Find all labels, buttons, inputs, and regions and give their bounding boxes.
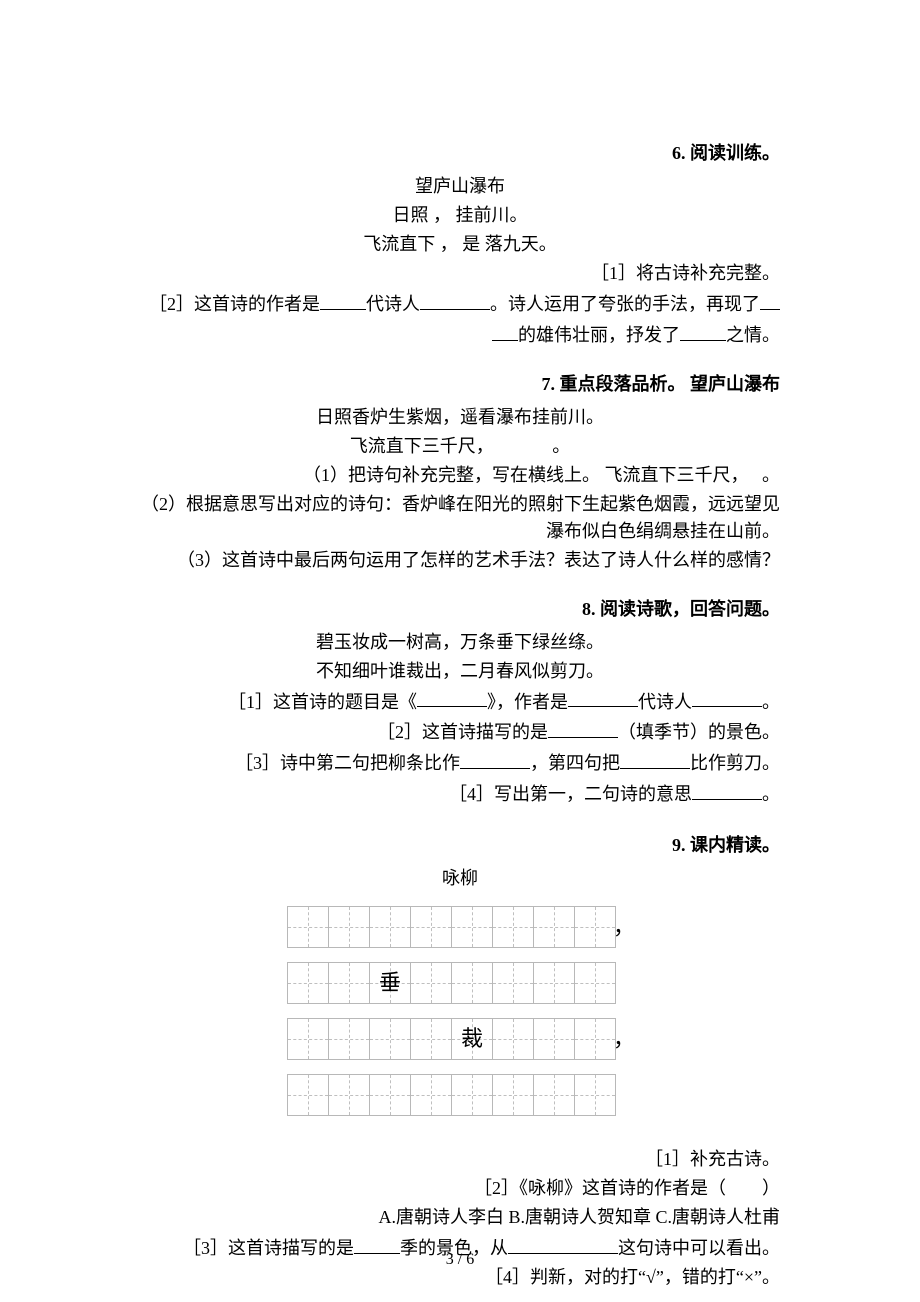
grid-cell[interactable] xyxy=(328,1018,370,1060)
q9-2: ［2］《咏柳》这首诗的作者是（ ） xyxy=(140,1175,780,1202)
q6-2-line2: 的雄伟壮丽，抒发了 之情。 xyxy=(140,320,780,349)
grid-row xyxy=(287,1074,633,1116)
grid-cell[interactable] xyxy=(451,906,493,948)
q6-2-text-e: 之情。 xyxy=(726,325,780,345)
grid-cell[interactable] xyxy=(574,1018,616,1060)
grid-cell[interactable] xyxy=(287,906,329,948)
grid-cell[interactable] xyxy=(574,962,616,1004)
grid-cell[interactable] xyxy=(574,1074,616,1116)
grid-cell[interactable] xyxy=(451,962,493,1004)
blank-input[interactable] xyxy=(692,687,762,708)
q6-2-line1: ［2］这首诗的作者是 代诗人 。诗人运用了夸张的手法，再现了 xyxy=(140,289,780,318)
blank-input[interactable] xyxy=(320,289,366,310)
blank-input[interactable] xyxy=(568,687,638,708)
grid-cell[interactable]: 垂 xyxy=(369,962,411,1004)
q7-3: （3）这首诗中最后两句运用了怎样的艺术手法？表达了诗人什么样的感情？ xyxy=(140,547,780,574)
grid-cell[interactable] xyxy=(287,1018,329,1060)
blank-input[interactable] xyxy=(692,779,762,800)
q8-3: ［3］诗中第二句把柳条比作，第四句把比作剪刀。 xyxy=(140,748,780,777)
grid-comma: ， xyxy=(615,906,633,948)
blank-input[interactable] xyxy=(492,320,518,341)
grid-cell[interactable] xyxy=(492,906,534,948)
blank-input[interactable] xyxy=(548,717,618,738)
grid-row: 垂 xyxy=(287,962,633,1004)
character-grid: ，垂裁， xyxy=(140,906,780,1116)
section-8-heading: 8. 阅读诗歌，回答问题。 xyxy=(140,596,780,623)
poem6-line1: 日照 ， 挂前川。 xyxy=(140,202,780,229)
grid-cell[interactable] xyxy=(451,1074,493,1116)
grid-cell[interactable] xyxy=(492,1074,534,1116)
blank-input[interactable] xyxy=(460,748,530,769)
grid-cell[interactable] xyxy=(533,962,575,1004)
section-9-heading: 9. 课内精读。 xyxy=(140,832,780,859)
q9-2-options[interactable]: A.唐朝诗人李白 B.唐朝诗人贺知章 C.唐朝诗人杜甫 xyxy=(140,1204,780,1231)
blank-input[interactable] xyxy=(760,289,780,310)
q6-2-text-c: 。诗人运用了夸张的手法，再现了 xyxy=(490,294,760,314)
grid-cell[interactable] xyxy=(369,1018,411,1060)
q8-1: ［1］这首诗的题目是《》，作者是代诗人。 xyxy=(140,687,780,716)
q8-2: ［2］这首诗描写的是（填季节）的景色。 xyxy=(140,717,780,746)
section-6-heading: 6. 阅读训练。 xyxy=(140,140,780,167)
poem-title-6: 望庐山瀑布 xyxy=(140,173,780,200)
grid-cell[interactable] xyxy=(369,906,411,948)
q7-2: （2）根据意思写出对应的诗句：香炉峰在阳光的照射下生起紫色烟霞，远远望见瀑布似白… xyxy=(140,491,780,545)
q6-2-text-d: 的雄伟壮丽，抒发了 xyxy=(518,325,680,345)
grid-cell[interactable] xyxy=(328,906,370,948)
poem7-line2: 飞流直下三千尺， 。 xyxy=(140,433,780,460)
grid-cell[interactable] xyxy=(287,1074,329,1116)
q7-1: （1）把诗句补充完整，写在横线上。 飞流直下三千尺， 。 xyxy=(140,462,780,489)
q8-4: ［4］写出第一，二句诗的意思。 xyxy=(140,779,780,808)
blank-input[interactable] xyxy=(620,748,690,769)
grid-cell[interactable] xyxy=(492,1018,534,1060)
grid-cell[interactable]: 裁 xyxy=(451,1018,493,1060)
poem6-line2: 飞流直下 ， 是 落九天。 xyxy=(140,231,780,258)
q9-1: ［1］补充古诗。 xyxy=(140,1146,780,1173)
poem8-line1: 碧玉妆成一树高，万条垂下绿丝绦。 xyxy=(140,629,780,656)
grid-cell[interactable] xyxy=(287,962,329,1004)
grid-row: ， xyxy=(287,906,633,948)
grid-cell[interactable] xyxy=(410,1074,452,1116)
grid-row: 裁， xyxy=(287,1018,633,1060)
q6-2-text-a: ［2］这首诗的作者是 xyxy=(149,294,320,314)
grid-cell[interactable] xyxy=(410,962,452,1004)
grid-cell[interactable] xyxy=(533,1074,575,1116)
q6-1: ［1］将古诗补充完整。 xyxy=(140,260,780,287)
poem-title-9: 咏柳 xyxy=(140,865,780,892)
poem8-line2: 不知细叶谁裁出，二月春风似剪刀。 xyxy=(140,658,780,685)
page: 6. 阅读训练。 望庐山瀑布 日照 ， 挂前川。 飞流直下 ， 是 落九天。 ［… xyxy=(0,0,920,1302)
grid-cell[interactable] xyxy=(410,1018,452,1060)
section-7-heading: 7. 重点段落品析。 望庐山瀑布 xyxy=(140,371,780,398)
grid-cell[interactable] xyxy=(328,1074,370,1116)
blank-input[interactable] xyxy=(420,289,490,310)
page-footer: 3 / 6 xyxy=(0,1248,920,1272)
blank-input[interactable] xyxy=(417,687,487,708)
grid-cell[interactable] xyxy=(533,906,575,948)
blank-input[interactable] xyxy=(680,320,726,341)
grid-cell[interactable] xyxy=(328,962,370,1004)
grid-cell[interactable] xyxy=(369,1074,411,1116)
grid-cell[interactable] xyxy=(492,962,534,1004)
grid-cell[interactable] xyxy=(533,1018,575,1060)
grid-comma: ， xyxy=(615,1018,633,1060)
poem7-line1: 日照香炉生紫烟，遥看瀑布挂前川。 xyxy=(140,404,780,431)
q6-2-text-b: 代诗人 xyxy=(366,294,420,314)
grid-cell[interactable] xyxy=(574,906,616,948)
grid-cell[interactable] xyxy=(410,906,452,948)
